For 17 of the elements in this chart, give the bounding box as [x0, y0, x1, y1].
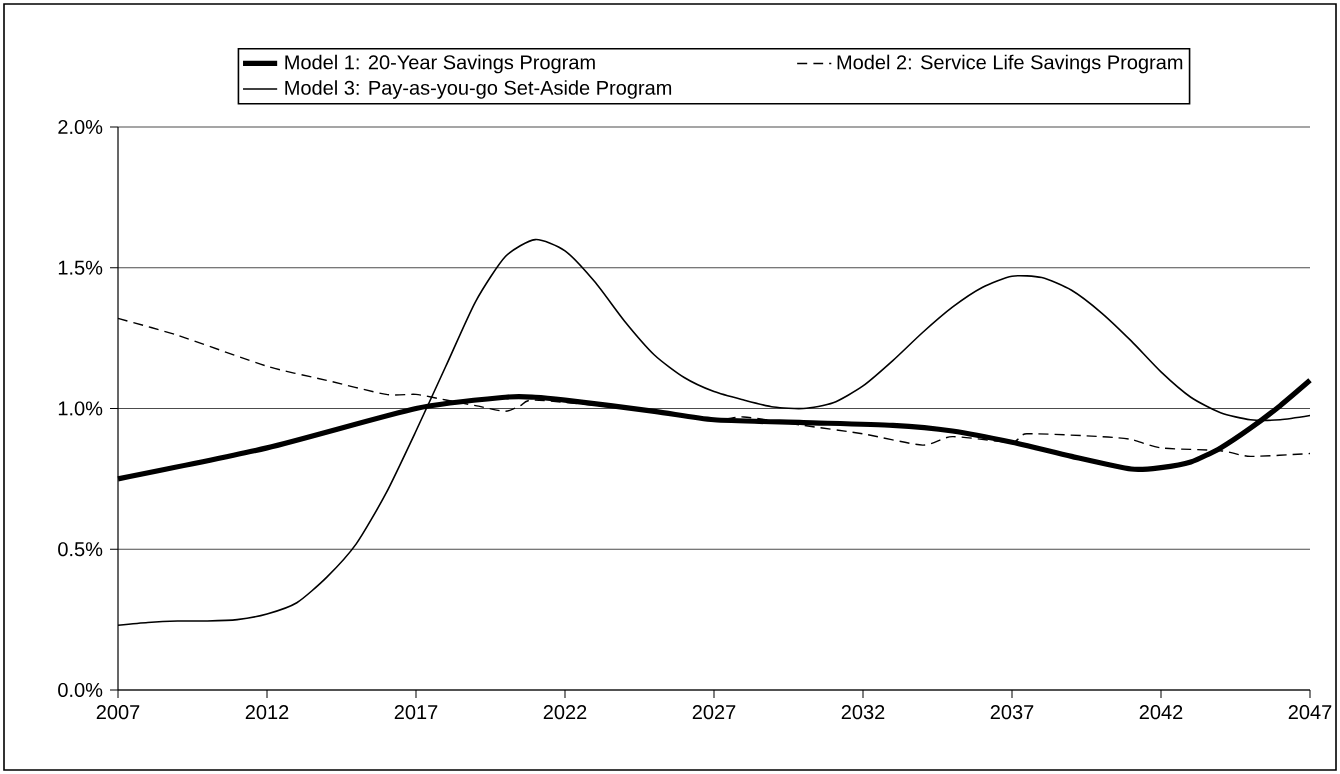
x-tick-label: 2027 — [692, 705, 736, 720]
legend-label: Model 3: Pay-as-you-go Set-Aside Program — [285, 80, 672, 99]
x-tick-label: 2017 — [394, 705, 438, 720]
y-tick-label: 0.5% — [58, 542, 103, 557]
y-tick-label: 1.0% — [58, 401, 103, 416]
y-tick-label: 0.0% — [58, 682, 103, 698]
x-tick-label: 2022 — [543, 705, 587, 720]
x-tick-label: 2042 — [1139, 705, 1183, 720]
x-tick-label: 2012 — [245, 705, 289, 720]
x-tick-label: 2047 — [1288, 705, 1332, 720]
x-tick-label: 2037 — [990, 705, 1034, 720]
y-tick-label: 1.5% — [58, 260, 103, 275]
x-tick-label: 2007 — [96, 705, 140, 720]
legend-label: Model 1: 20-Year Savings Program — [285, 54, 595, 74]
x-tick-label: 2032 — [841, 705, 885, 720]
y-tick-label: 2.0% — [58, 119, 103, 135]
legend-label: Model 2: Service Life Savings Program — [837, 54, 1183, 74]
